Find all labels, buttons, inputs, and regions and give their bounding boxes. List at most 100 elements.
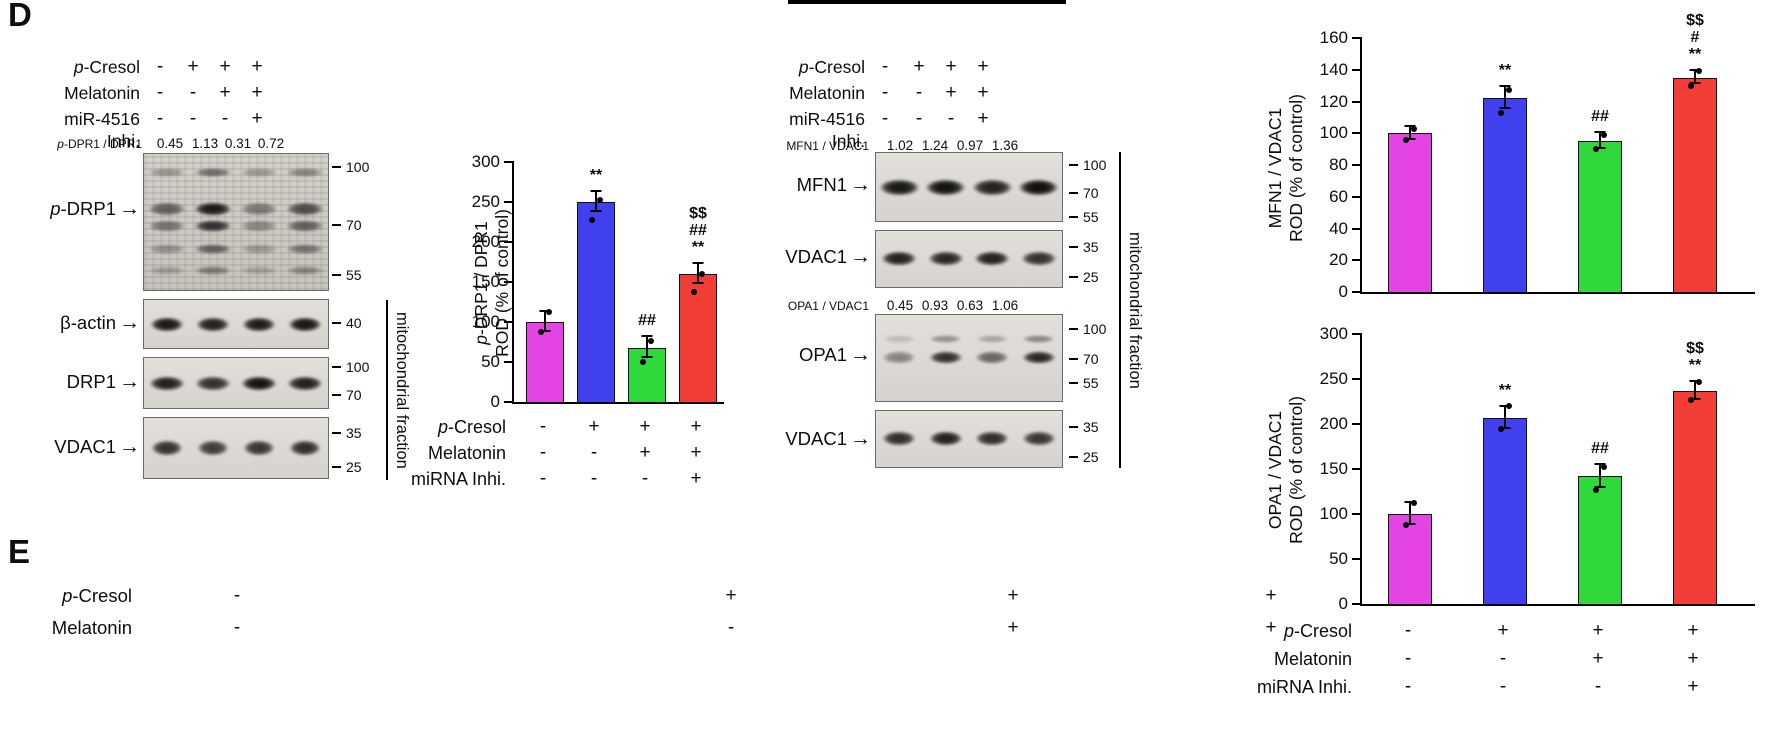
treatment-symbol: + [251, 82, 263, 103]
error-bar-cap [1404, 522, 1416, 525]
bar-pcresol-melatonin [1578, 476, 1622, 604]
y-tick-mark [1352, 195, 1362, 198]
error-bar-cap [1499, 85, 1511, 88]
error-bar-cap [1594, 131, 1606, 134]
protein-band [148, 202, 186, 216]
treatment-symbol: - [233, 585, 241, 606]
arrow-right-icon: → [850, 343, 871, 366]
treatment-symbol: - [1404, 648, 1412, 669]
y-tick-label: 100 [1319, 504, 1348, 523]
x-axis-treatment-row: Melatonin - - + + [400, 442, 760, 466]
y-tick-label: 100 [471, 312, 500, 331]
treatment-symbol: - [915, 82, 923, 103]
blot-image-drp1 [143, 357, 329, 409]
bar-control [1388, 514, 1432, 604]
protein-band [1022, 335, 1056, 343]
treatment-symbol: + [945, 82, 957, 103]
treatment-symbol: - [881, 82, 889, 103]
protein-band [882, 431, 917, 446]
bar-pcresol [577, 202, 615, 402]
significance-annotation: ## [1591, 440, 1609, 457]
data-point [1506, 87, 1512, 94]
error-bar [1599, 464, 1601, 488]
arrow-right-icon: → [850, 245, 871, 268]
treatment-symbol: - [641, 468, 649, 489]
protein-band [194, 168, 232, 177]
treatment-symbol: - [1499, 648, 1507, 669]
significance-symbol: ** [1688, 46, 1702, 64]
y-axis-label: MFN1 / VDAC1 ROD (% of control) [1265, 94, 1306, 242]
protein-band [150, 317, 184, 332]
protein-band [288, 317, 322, 332]
protein-band [1021, 431, 1056, 446]
protein-band [286, 266, 324, 275]
protein-name: VDAC1 [54, 436, 116, 457]
x-axis-treatment-row: miRNA Inhi. - - - + [400, 468, 760, 492]
protein-name: MFN1 [796, 174, 847, 195]
densitometry-ratio-row: MFN1 / VDAC1 1.02 1.24 0.97 1.36 [755, 138, 1185, 162]
y-tick-label: 300 [471, 152, 500, 171]
error-bar-cap [1404, 501, 1416, 504]
treatment-symbol: + [1592, 648, 1604, 669]
y-tick-mark [1352, 513, 1362, 515]
protein-band [150, 440, 184, 456]
ratio-value: 0.97 [956, 138, 984, 153]
treatment-symbol: - [156, 56, 164, 77]
protein-band [196, 440, 230, 456]
bar-pcresol [1483, 417, 1527, 604]
significance-symbol: ## [689, 222, 707, 240]
error-bar [1694, 71, 1696, 85]
protein-band [928, 351, 963, 364]
y-tick-label: 140 [1319, 59, 1348, 79]
treatment-symbol: - [947, 108, 955, 129]
treatment-row: miR-4516 Inhi. - - - + [755, 108, 1185, 151]
ratio-value: 1.36 [991, 138, 1019, 153]
treatment-label: Melatonin [789, 83, 865, 103]
protein-band [288, 440, 322, 456]
treatment-row: p-Cresol - + + + [30, 56, 450, 80]
protein-band [148, 168, 186, 177]
western-blot-panel-mfn1-opa1: p-Cresol - + + + Melatonin - - + + miR-4… [755, 48, 1185, 488]
treatment-symbol: - [881, 108, 889, 129]
error-bar-cap [1689, 69, 1701, 72]
y-tick-label: 0 [490, 392, 500, 411]
data-point [546, 308, 552, 315]
treatment-label: Melatonin [51, 617, 132, 638]
significance-annotation: ## [1591, 108, 1609, 125]
treatment-symbol: - [233, 617, 241, 638]
ratio-value: 0.93 [921, 298, 949, 313]
data-point [1593, 146, 1599, 153]
protein-band [286, 220, 324, 232]
y-tick-label: 50 [1329, 549, 1348, 568]
data-point [1688, 82, 1694, 89]
protein-name: VDAC1 [785, 246, 847, 267]
protein-band [240, 202, 278, 216]
blot-image-vdac1 [875, 410, 1063, 468]
mw-marker: 35 [1069, 420, 1099, 434]
significance-symbol: ** [1498, 381, 1512, 399]
treatment-label: p-Cresol [437, 417, 506, 437]
protein-label-row: VDAC1 → [755, 428, 871, 450]
data-point [1403, 136, 1409, 143]
protein-band [1020, 251, 1057, 266]
treatment-symbol: + [977, 108, 989, 129]
plot-area: 0 20 40 60 80 100 120 140 160 ** ## $$ # ** [1320, 12, 1755, 301]
y-tick-label: 120 [1319, 91, 1348, 111]
protein-band [925, 179, 967, 196]
error-bar-cap [590, 209, 602, 212]
blot-image-vdac1 [143, 417, 329, 479]
mw-marker: 100 [1069, 322, 1106, 336]
protein-band [148, 220, 186, 232]
fraction-bracket-line [386, 300, 388, 480]
significance-annotation: ** [1499, 382, 1511, 399]
y-tick-mark [1352, 558, 1362, 560]
protein-band [148, 376, 186, 391]
y-tick-label: 150 [471, 272, 500, 291]
fraction-bracket-line [1119, 152, 1121, 468]
arrow-right-icon: → [119, 197, 140, 220]
data-point [640, 359, 646, 365]
treatment-label: Melatonin [64, 83, 140, 103]
panel-d-label: D [8, 0, 32, 33]
plot-area: 0 50 100 150 200 250 300 ** ## $$ ** [1320, 324, 1755, 613]
